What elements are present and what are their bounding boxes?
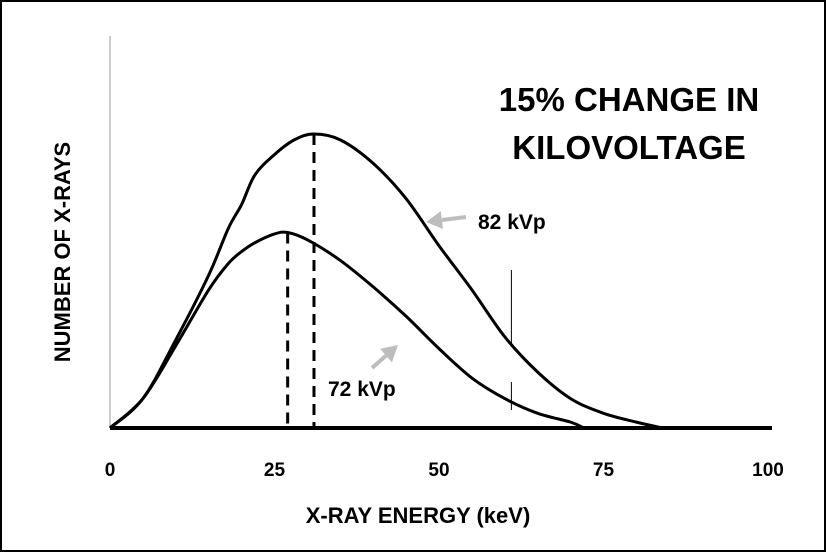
annotation-arrow-head-82-kvp bbox=[426, 211, 443, 229]
series-line-72-kvp bbox=[109, 230, 585, 430]
annotation-arrow-head-72-kvp bbox=[380, 345, 398, 363]
series-line-82-kvp bbox=[109, 132, 664, 430]
annotation-label-72-kvp: 72 kVp bbox=[328, 378, 396, 401]
chart-title-line-2: KILOVOLTAGE bbox=[512, 129, 745, 166]
annotation-arrow-shaft-82-kvp bbox=[441, 215, 467, 222]
x-tick-label-50: 50 bbox=[428, 460, 449, 481]
chart-title: 15% CHANGE IN KILOVOLTAGE bbox=[499, 81, 759, 166]
x-tick-label-25: 25 bbox=[264, 460, 286, 481]
annotation-label-82-kvp: 82 kVp bbox=[478, 211, 546, 234]
annotation-arrow-shaft-72-kvp bbox=[370, 354, 388, 370]
x-tick-label-100: 100 bbox=[752, 460, 784, 481]
x-axis-label: X-RAY ENERGY (keV) bbox=[306, 503, 531, 528]
x-tick-label-0: 0 bbox=[105, 460, 116, 481]
x-tick-label-75: 75 bbox=[593, 460, 615, 481]
y-axis-label: NUMBER OF X-RAYS bbox=[50, 142, 75, 362]
chart-title-line-1: 15% CHANGE IN bbox=[499, 81, 759, 118]
